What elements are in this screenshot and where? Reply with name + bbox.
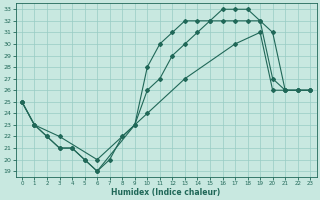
X-axis label: Humidex (Indice chaleur): Humidex (Indice chaleur) (111, 188, 221, 197)
